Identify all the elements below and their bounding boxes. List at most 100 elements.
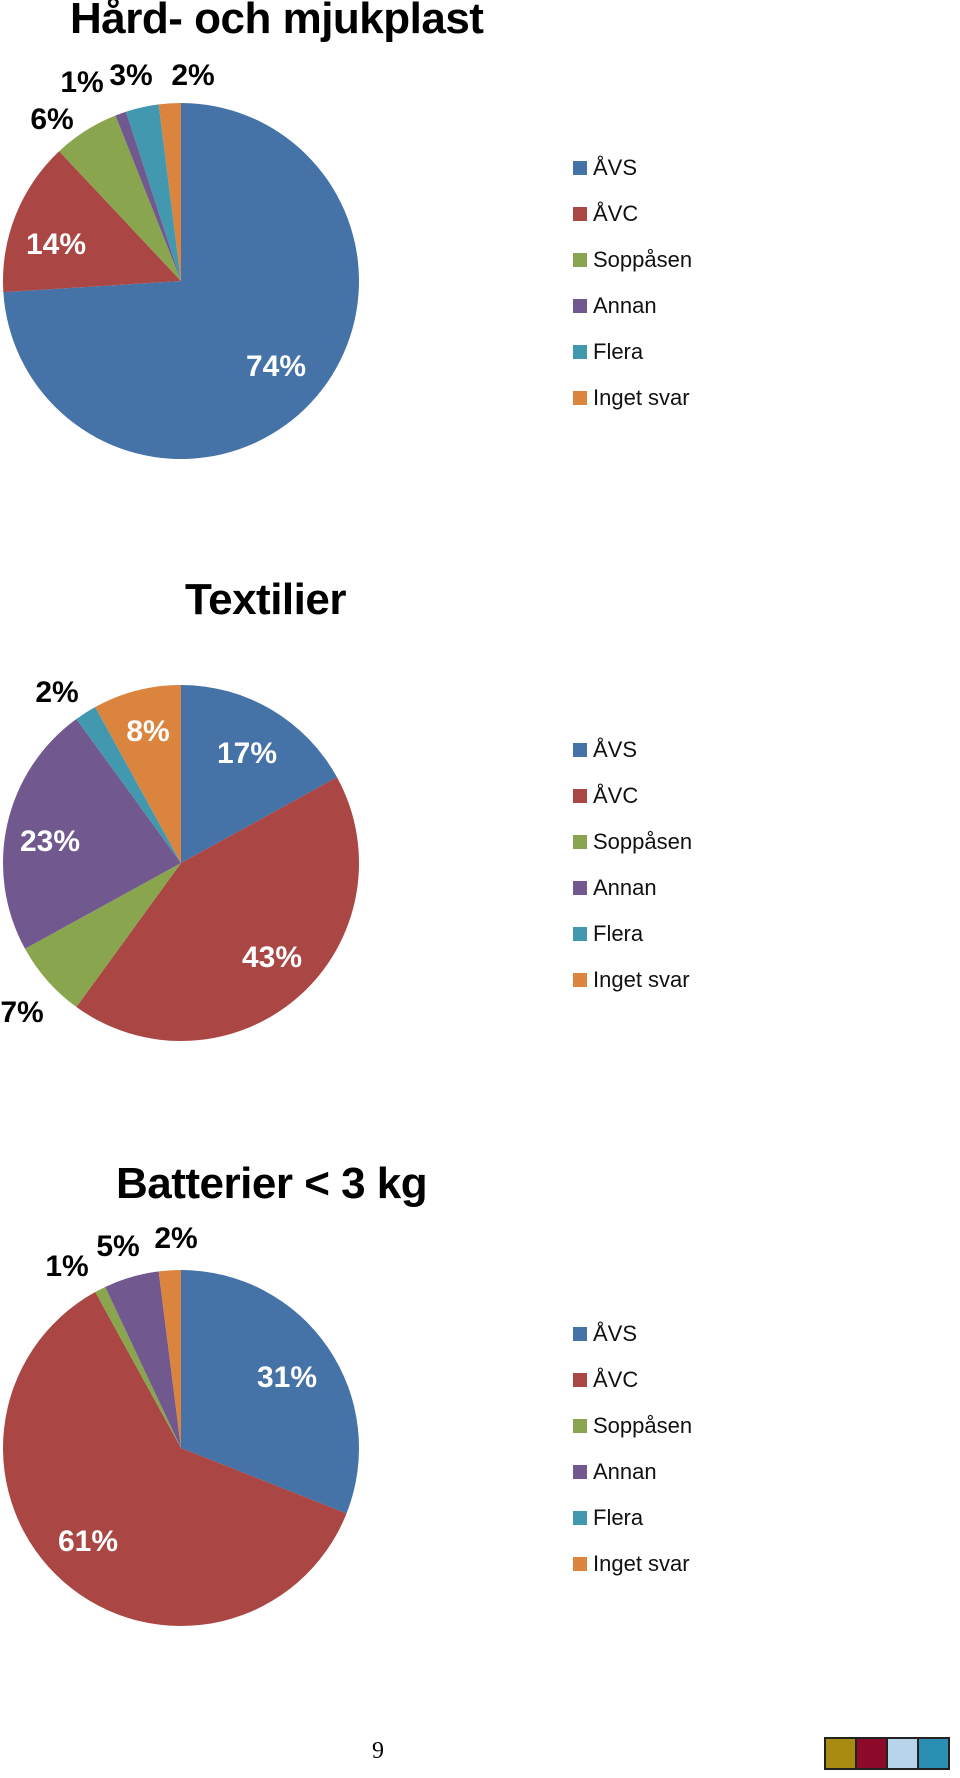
legend-item: Inget svar (573, 375, 692, 421)
legend-swatch (573, 973, 587, 987)
pie-slice (181, 1270, 360, 1514)
legend: ÅVS ÅVC Soppåsen Annan Flera Inget svar (573, 1311, 692, 1587)
pie-slice (95, 1286, 181, 1448)
legend-item: ÅVC (573, 1357, 692, 1403)
legend-swatch (573, 1373, 587, 1387)
data-label: 2% (171, 59, 214, 92)
data-label: 2% (35, 676, 78, 709)
pie-slice (2, 151, 182, 293)
legend-item: Inget svar (573, 957, 692, 1003)
footer-color-cell (919, 1739, 948, 1768)
pie-chart: 31% 61% 1%5% 2% (2, 1222, 360, 1627)
legend: ÅVS ÅVC Soppåsen Annan Flera Inget svar (573, 727, 692, 1003)
legend-label: Soppåsen (593, 247, 693, 272)
legend-swatch (573, 391, 587, 405)
pie-slice (115, 111, 181, 282)
pie-slice (76, 707, 181, 863)
legend-swatch (573, 207, 587, 221)
pie-slice (25, 863, 181, 1008)
data-label: 2% (154, 1222, 197, 1255)
legend-label: ÅVS (593, 155, 638, 180)
footer-color-cell (857, 1739, 888, 1768)
pie-slice (125, 104, 181, 282)
page-number: 9 (372, 1738, 384, 1764)
legend-item: ÅVS (573, 727, 692, 773)
footer-color-cell (826, 1739, 857, 1768)
legend-item: Inget svar (573, 1541, 692, 1587)
data-label: 1% (45, 1250, 88, 1283)
pie-slice (105, 1271, 181, 1448)
pie-slice (158, 1270, 181, 1448)
chart-title: Hård- och mjukplast (70, 0, 484, 43)
pie-chart: 17% 43% 7% 23% 2% 8% (0, 676, 360, 1042)
legend-swatch (573, 1511, 587, 1525)
pie-slice (2, 1292, 347, 1627)
legend-item: Annan (573, 283, 692, 329)
data-label: 61% (58, 1525, 118, 1558)
pie-slice (181, 685, 337, 863)
data-label: 17% (217, 737, 277, 770)
legend-label: Soppåsen (593, 1413, 693, 1438)
data-label: 8% (126, 715, 169, 748)
pie-chart: 74% 14% 6% 1% 3% 2% (2, 59, 359, 459)
legend-swatch (573, 1557, 587, 1571)
legend-label: Inget svar (593, 967, 690, 992)
data-label: 1% (60, 66, 103, 99)
legend-swatch (573, 1327, 587, 1341)
chart-title: Textilier (185, 575, 346, 624)
legend-item: Flera (573, 329, 692, 375)
legend-item: Soppåsen (573, 1403, 692, 1449)
legend-label: ÅVC (593, 783, 639, 808)
data-label: 3% (109, 59, 152, 92)
legend-item: Annan (573, 1449, 692, 1495)
legend-item: ÅVC (573, 773, 692, 819)
legend-label: Inget svar (593, 385, 690, 410)
data-label: 6% (30, 103, 73, 136)
pie-slice (3, 103, 359, 459)
legend-item: Flera (573, 911, 692, 957)
pie-slice (158, 102, 181, 281)
legend-swatch (573, 835, 587, 849)
data-label: 14% (26, 228, 86, 261)
footer-color-strip (824, 1737, 950, 1770)
legend-item: Flera (573, 1495, 692, 1541)
legend-label: Inget svar (593, 1551, 690, 1576)
pie-slice (76, 777, 360, 1042)
data-label: 31% (257, 1361, 317, 1394)
footer-color-cell (888, 1739, 919, 1768)
chart-title: Batterier < 3 kg (116, 1159, 428, 1208)
data-label: 7% (0, 996, 43, 1029)
legend-swatch (573, 345, 587, 359)
legend-label: Annan (593, 1459, 657, 1484)
legend-item: ÅVC (573, 191, 692, 237)
legend-label: Flera (593, 339, 644, 364)
legend: ÅVS ÅVC Soppåsen Annan Flera Inget svar (573, 145, 692, 421)
data-label: 23% (20, 825, 80, 858)
pie-slice (95, 685, 181, 863)
legend-item: Soppåsen (573, 819, 692, 865)
legend-item: Annan (573, 865, 692, 911)
legend-swatch (573, 1419, 587, 1433)
legend-swatch (573, 881, 587, 895)
legend-label: Soppåsen (593, 829, 693, 854)
legend-label: ÅVC (593, 1367, 639, 1392)
legend-label: Flera (593, 921, 644, 946)
data-label: 43% (242, 941, 302, 974)
legend-swatch (573, 299, 587, 313)
legend-label: ÅVS (593, 737, 638, 762)
legend-label: Annan (593, 293, 657, 318)
legend-swatch (573, 161, 587, 175)
legend-swatch (573, 927, 587, 941)
data-label: 74% (246, 350, 306, 383)
legend-label: ÅVC (593, 201, 639, 226)
legend-label: ÅVS (593, 1321, 638, 1346)
legend-item: ÅVS (573, 145, 692, 191)
pie-slice (59, 115, 181, 281)
pie-slice (2, 718, 182, 949)
legend-swatch (573, 789, 587, 803)
legend-swatch (573, 743, 587, 757)
legend-item: Soppåsen (573, 237, 692, 283)
legend-label: Annan (593, 875, 657, 900)
legend-swatch (573, 253, 587, 267)
legend-item: ÅVS (573, 1311, 692, 1357)
